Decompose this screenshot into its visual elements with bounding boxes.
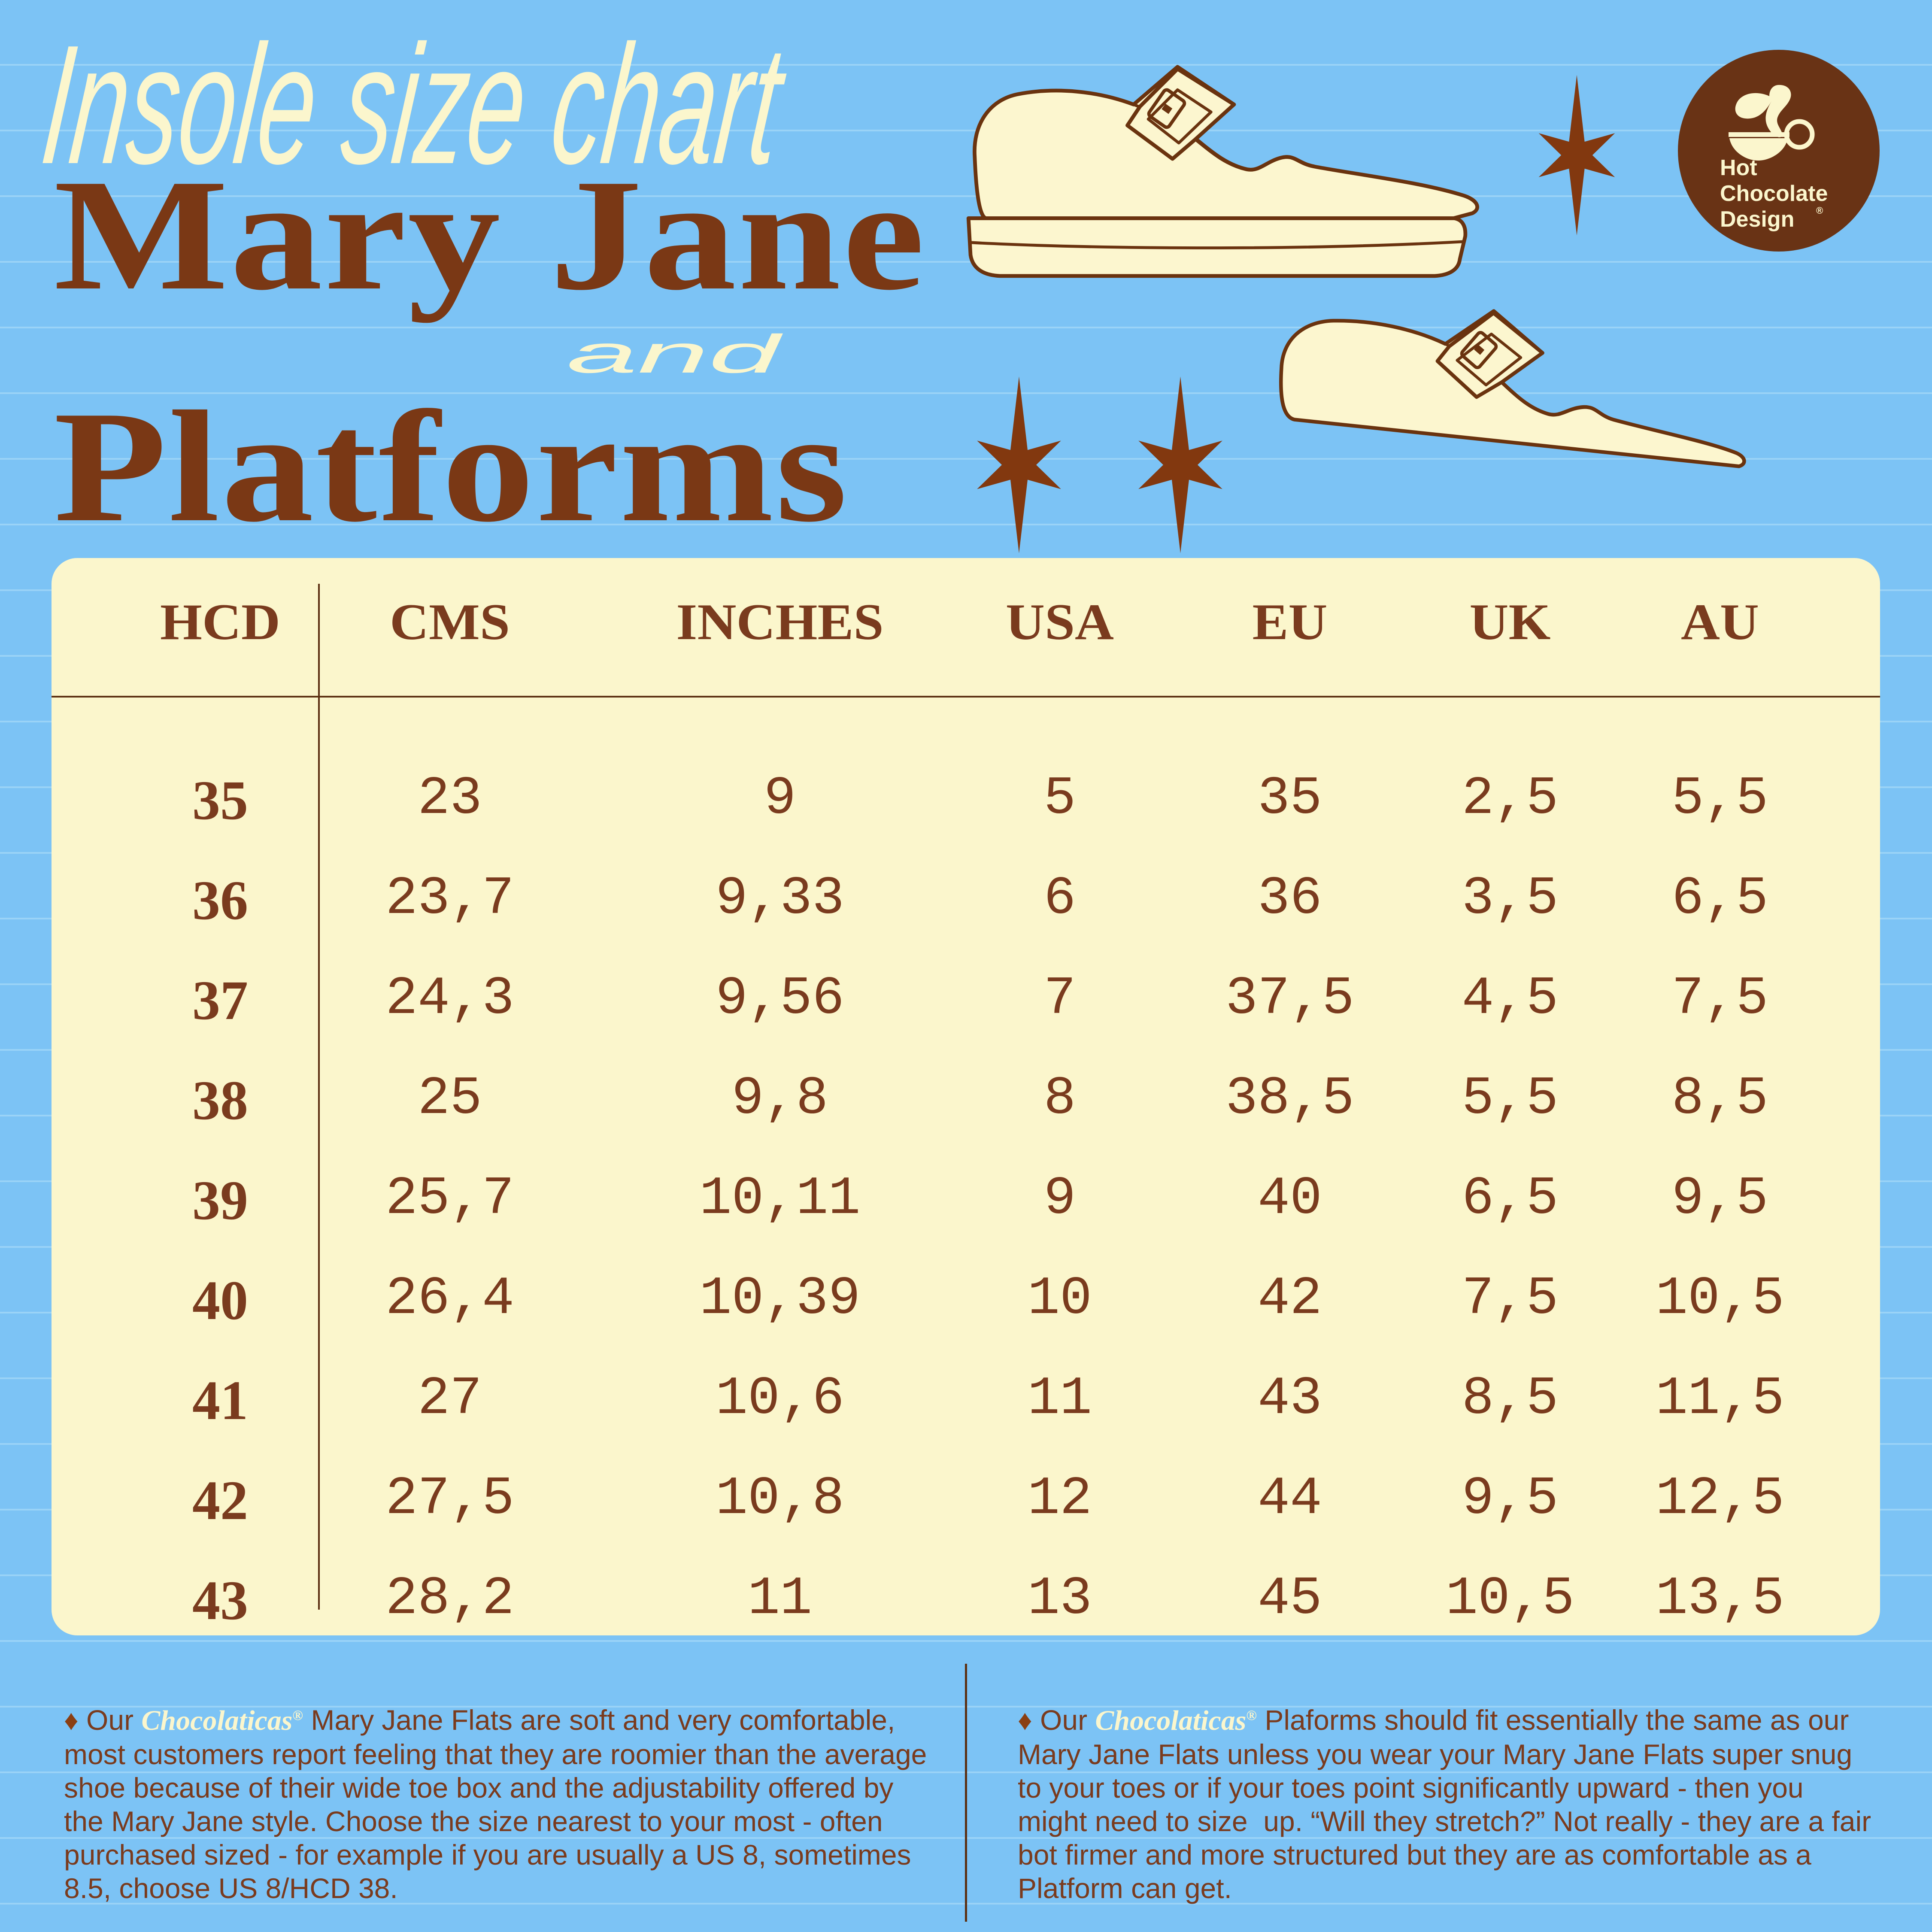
svg-text:Design: Design — [1720, 207, 1794, 232]
svg-text:Hot: Hot — [1720, 155, 1757, 180]
svg-text:®: ® — [1816, 205, 1823, 216]
svg-text:Chocolate: Chocolate — [1720, 181, 1828, 206]
